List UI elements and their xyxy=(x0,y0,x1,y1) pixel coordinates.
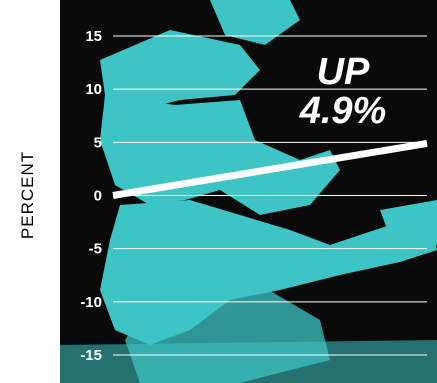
y-tick-label: 10 xyxy=(85,81,102,98)
series-line xyxy=(112,139,428,199)
annotation-up: UP xyxy=(317,51,370,93)
y-axis-title: PERCENT xyxy=(18,151,37,239)
y-tick-label: 0 xyxy=(94,188,102,205)
y-tick-label: -15 xyxy=(80,347,102,364)
series-lines xyxy=(112,139,428,199)
y-tick-label: 5 xyxy=(94,134,102,151)
y-tick-label: -10 xyxy=(80,294,102,311)
y-tick-label: -5 xyxy=(89,241,102,258)
y-tick-label: 15 xyxy=(85,28,102,45)
y-tick-labels: 15 10 5 0 -5 -10 -15 xyxy=(80,28,102,364)
annotation-value: 4.9% xyxy=(299,90,387,132)
gridlines xyxy=(113,35,427,356)
